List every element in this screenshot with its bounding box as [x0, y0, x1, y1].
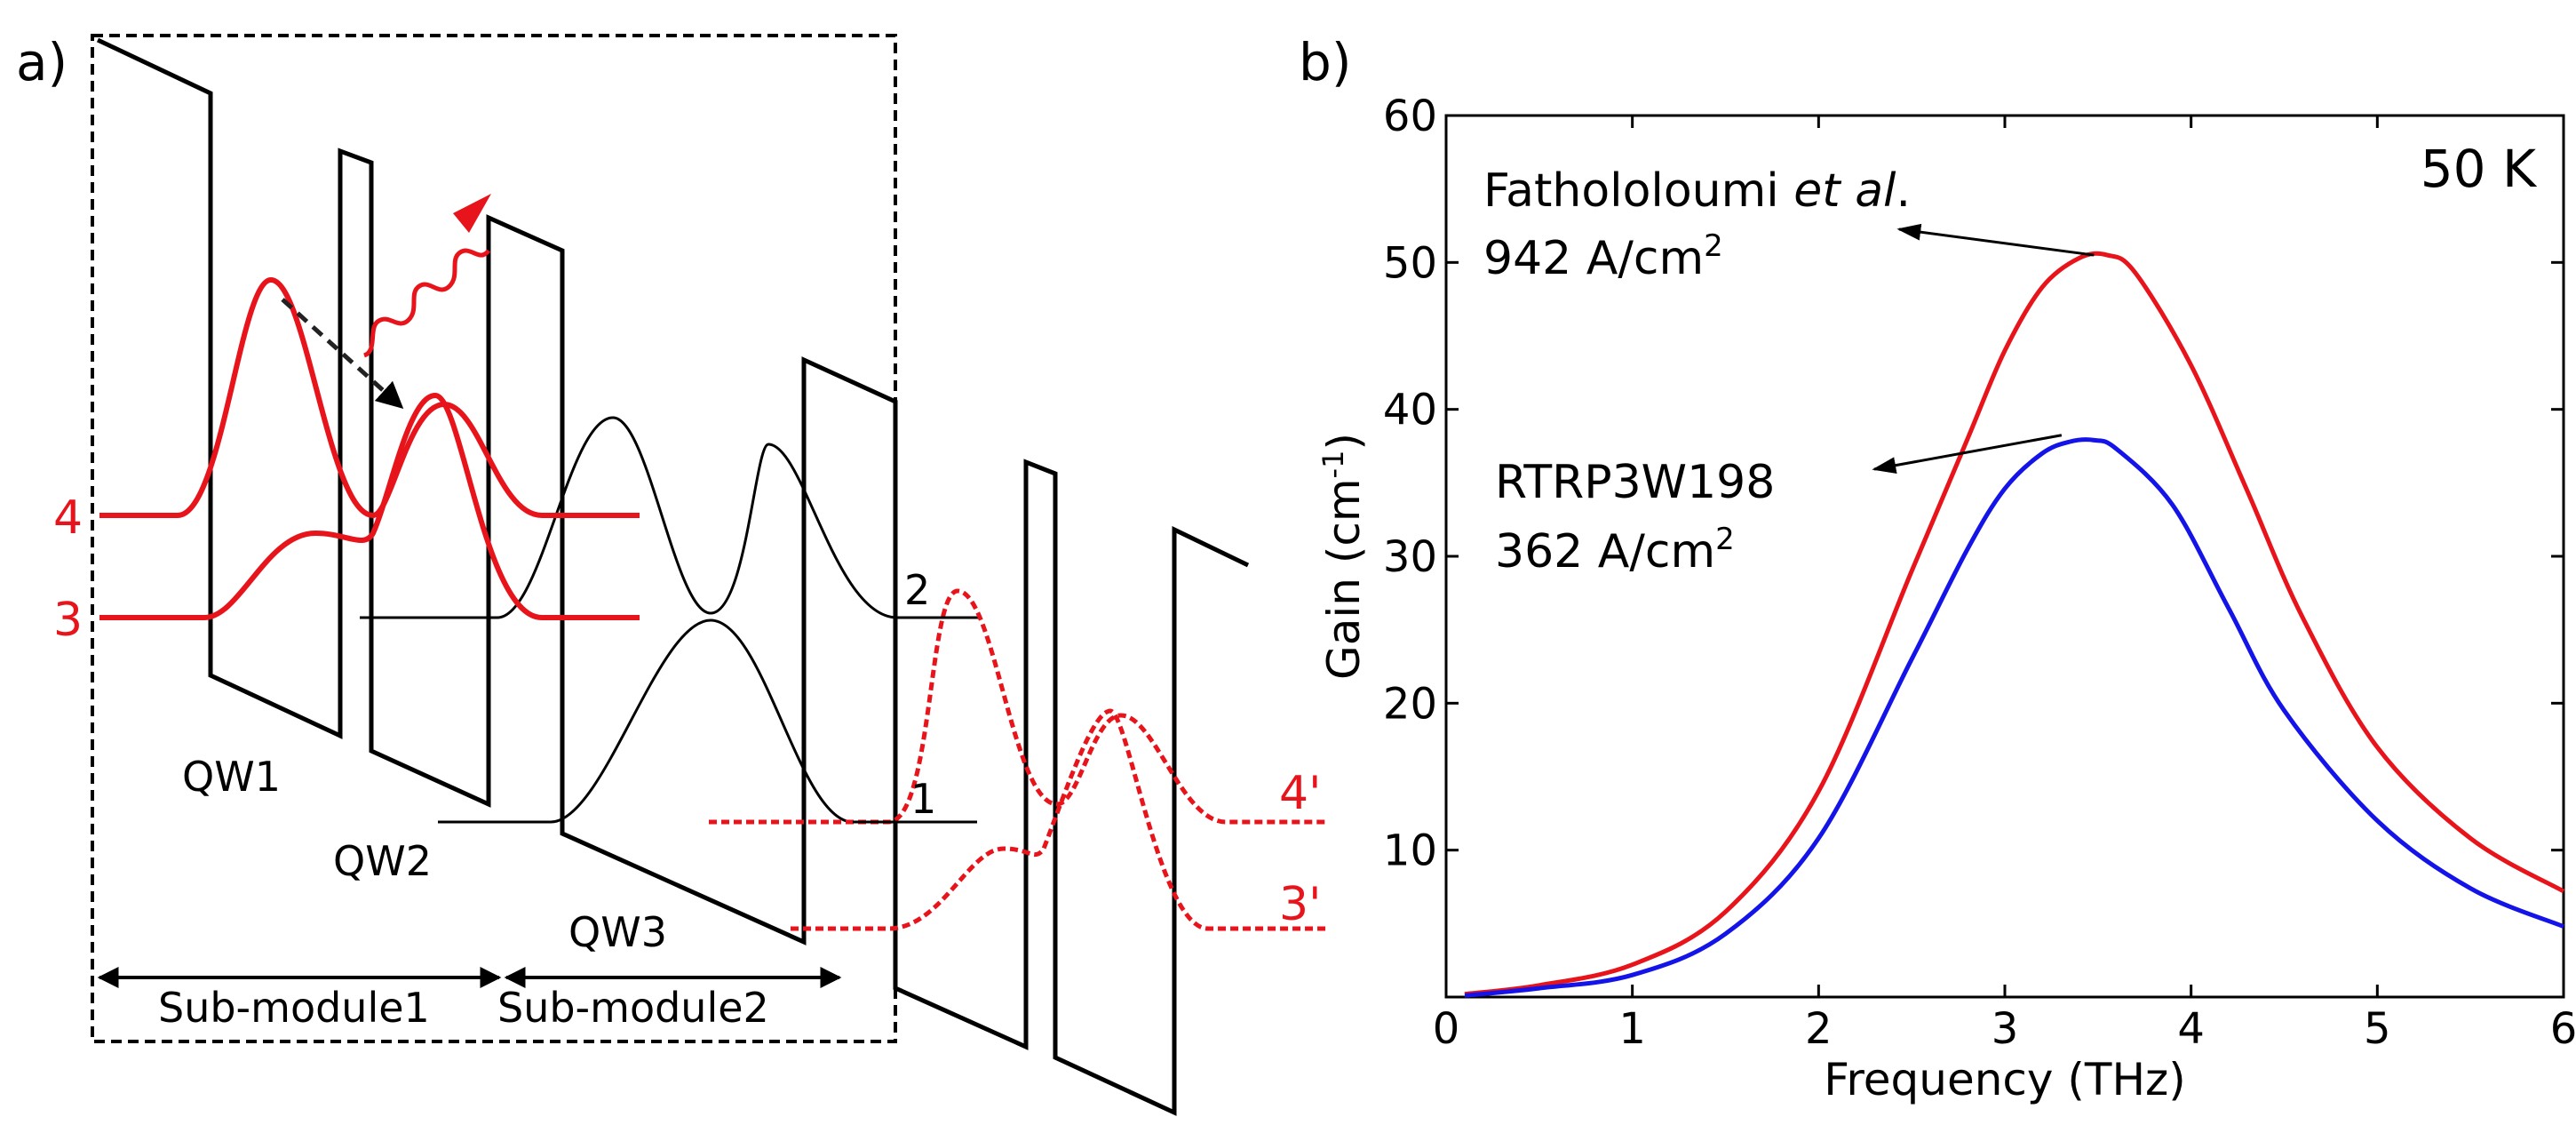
tick-marks: [1444, 114, 2565, 997]
level-4prime-label: 4': [1279, 767, 1321, 820]
level-4-label: 4: [53, 491, 83, 545]
y-tick-label: 60: [1383, 92, 1437, 141]
qw2-label: QW2: [333, 837, 432, 885]
panel-b-label: b): [1299, 32, 1351, 92]
level-3-label: 3: [53, 594, 83, 647]
level-1-label: 1: [910, 775, 936, 823]
x-tick-label: 4: [2177, 1004, 2205, 1054]
y-tick-labels: 10 20 30 40 50 60: [1383, 92, 1437, 876]
module-box: [91, 34, 897, 1043]
temperature-label: 50 K: [2421, 139, 2538, 199]
qw3-label: QW3: [568, 908, 667, 956]
energy-levels: [853, 616, 977, 824]
state-4-wavefunction: [99, 276, 640, 519]
transition-arrow: [281, 298, 404, 410]
annotation-rtrp3w198-name: RTRP3W198: [1495, 456, 1775, 509]
black-wavefunctions: [360, 416, 982, 824]
y-tick-label: 30: [1383, 532, 1437, 582]
x-tick-label: 6: [2550, 1004, 2576, 1054]
y-tick-label: 50: [1383, 238, 1437, 288]
state-4prime-wavefunction: [709, 588, 1328, 825]
photon-arrowhead: [453, 194, 491, 233]
x-tick-label: 1: [1618, 1004, 1646, 1054]
annotation-fathololoumi-current: 942 A/cm2: [1483, 228, 1723, 285]
annotation-arrow-rtrp3w198: [1872, 434, 2063, 474]
state-3prime-wavefunction: [791, 708, 1328, 931]
annotation-fathololoumi-name: Fathololoumi et al.: [1483, 164, 1911, 218]
submodule1-label: Sub-module1: [158, 984, 430, 1032]
qw1-label: QW1: [182, 753, 281, 801]
plot-area: [1444, 114, 2565, 999]
series-line-fathololoumi: [1464, 251, 2565, 997]
state-1-wavefunction: [438, 618, 977, 824]
y-tick-label: 20: [1383, 679, 1437, 729]
gain-chart-panel: b) 0 1 2 3 4 5 6 10 20 30 40 50 60: [1299, 32, 2576, 1105]
y-tick-label: 10: [1383, 826, 1437, 876]
level-3prime-label: 3': [1279, 878, 1321, 931]
x-tick-label: 2: [1805, 1004, 1833, 1054]
x-tick-label: 5: [2364, 1004, 2391, 1054]
level-2-label: 2: [904, 566, 930, 614]
data-series: [1464, 251, 2565, 998]
y-tick-label: 40: [1383, 386, 1437, 435]
x-axis-title: Frequency (THz): [1824, 1054, 2186, 1105]
red-wavefunctions: [99, 276, 640, 620]
series-line-rtrp3w198: [1464, 437, 2564, 998]
band-diagram-panel: a) 4: [16, 32, 1328, 1116]
panel-a-label: a): [16, 32, 68, 92]
state-3-wavefunction: [99, 392, 640, 620]
photon-wave: [362, 248, 491, 358]
conduction-band-profile: [96, 37, 1250, 1116]
x-tick-labels: 0 1 2 3 4 5 6: [1433, 1004, 2576, 1054]
red-dashed-wavefunctions: [709, 588, 1328, 931]
state-2-wavefunction: [360, 416, 982, 619]
submodule2-label: Sub-module2: [497, 984, 769, 1032]
y-axis-title: Gain (cm-1): [1316, 433, 1370, 680]
x-tick-label: 3: [1992, 1004, 2019, 1054]
annotation-arrow-fathololoumi: [1896, 223, 2095, 257]
x-tick-label: 0: [1433, 1004, 1460, 1054]
annotation-rtrp3w198-current: 362 A/cm2: [1495, 522, 1735, 578]
